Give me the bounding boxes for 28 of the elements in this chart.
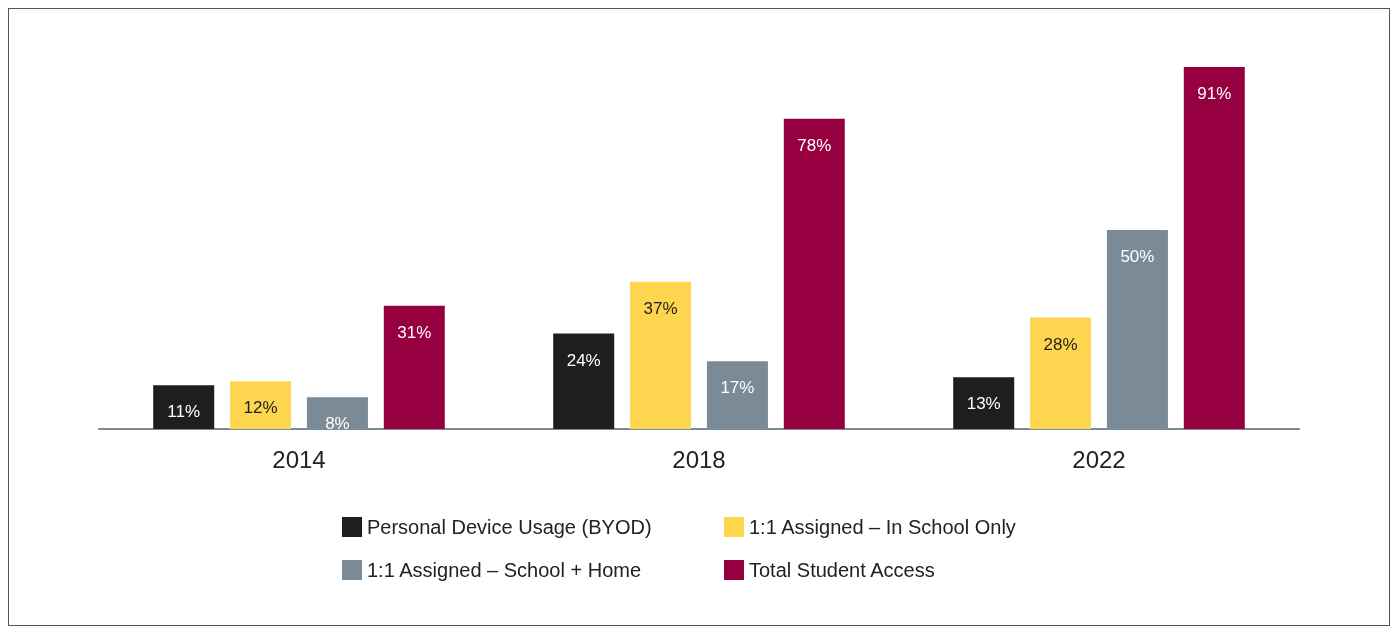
bar: [1183, 67, 1245, 429]
legend-label: Personal Device Usage (BYOD): [367, 516, 652, 538]
data-label: 91%: [1197, 84, 1232, 103]
data-label: 78%: [797, 135, 832, 155]
data-label: 28%: [1043, 334, 1078, 354]
data-label: 11%: [167, 402, 201, 422]
data-label: 31%: [397, 322, 432, 342]
bar: [630, 281, 692, 429]
x-tick-label: 2022: [1072, 445, 1126, 473]
bar: [1030, 317, 1092, 429]
bar: [953, 377, 1015, 429]
legend-label: 1:1 Assigned – School + Home: [367, 559, 642, 581]
data-label: 24%: [566, 350, 601, 370]
data-label: 17%: [720, 378, 755, 398]
bar: [383, 305, 445, 429]
bar: [153, 385, 215, 429]
x-tick-label: 2018: [672, 445, 726, 473]
data-label: 8%: [325, 414, 350, 434]
bar: [553, 333, 615, 429]
legend-label: 1:1 Assigned – In School Only: [749, 516, 1016, 538]
data-label: 50%: [1120, 247, 1155, 267]
data-label: 13%: [966, 394, 1001, 414]
bar: [230, 381, 292, 429]
data-label: 12%: [243, 398, 278, 418]
data-label: 37%: [643, 298, 678, 318]
bar: [783, 118, 845, 429]
legend-label: Total Student Access: [749, 559, 935, 581]
x-tick-label: 2014: [272, 445, 326, 473]
